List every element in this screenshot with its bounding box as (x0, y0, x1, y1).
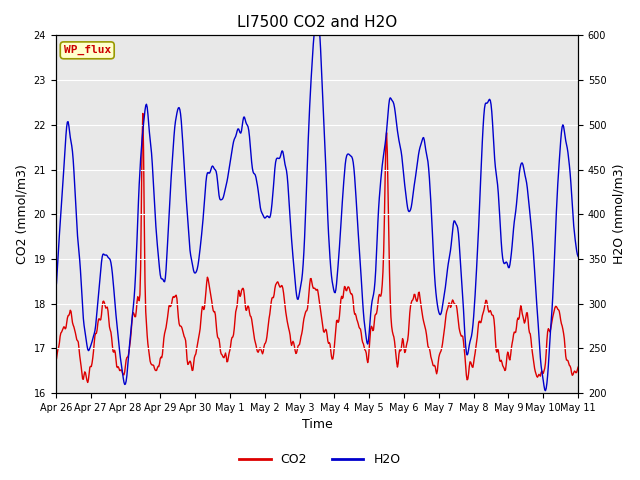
Text: WP_flux: WP_flux (63, 45, 111, 56)
Title: LI7500 CO2 and H2O: LI7500 CO2 and H2O (237, 15, 397, 30)
Y-axis label: CO2 (mmol/m3): CO2 (mmol/m3) (15, 164, 28, 264)
X-axis label: Time: Time (301, 419, 332, 432)
Y-axis label: H2O (mmol/m3): H2O (mmol/m3) (612, 164, 625, 264)
Legend: CO2, H2O: CO2, H2O (234, 448, 406, 471)
